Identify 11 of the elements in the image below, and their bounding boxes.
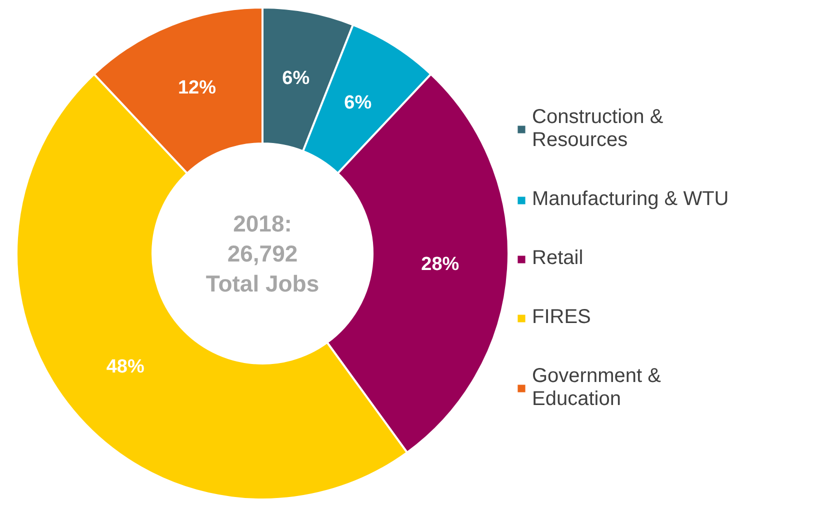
legend-label: Government & Education <box>532 365 661 411</box>
data-label: 28% <box>421 254 460 276</box>
data-label: 6% <box>282 68 310 90</box>
legend-label: Manufacturing & WTU <box>532 188 729 211</box>
legend-label: Retail <box>532 247 584 270</box>
legend-label: FIRES <box>532 306 591 329</box>
data-label: 6% <box>344 92 372 114</box>
data-label: 12% <box>178 78 216 98</box>
legend-label: Construction & Resources <box>532 106 664 152</box>
text: 2018: 26,792 Total Jobs <box>206 210 320 296</box>
data-label: 48% <box>106 356 144 378</box>
